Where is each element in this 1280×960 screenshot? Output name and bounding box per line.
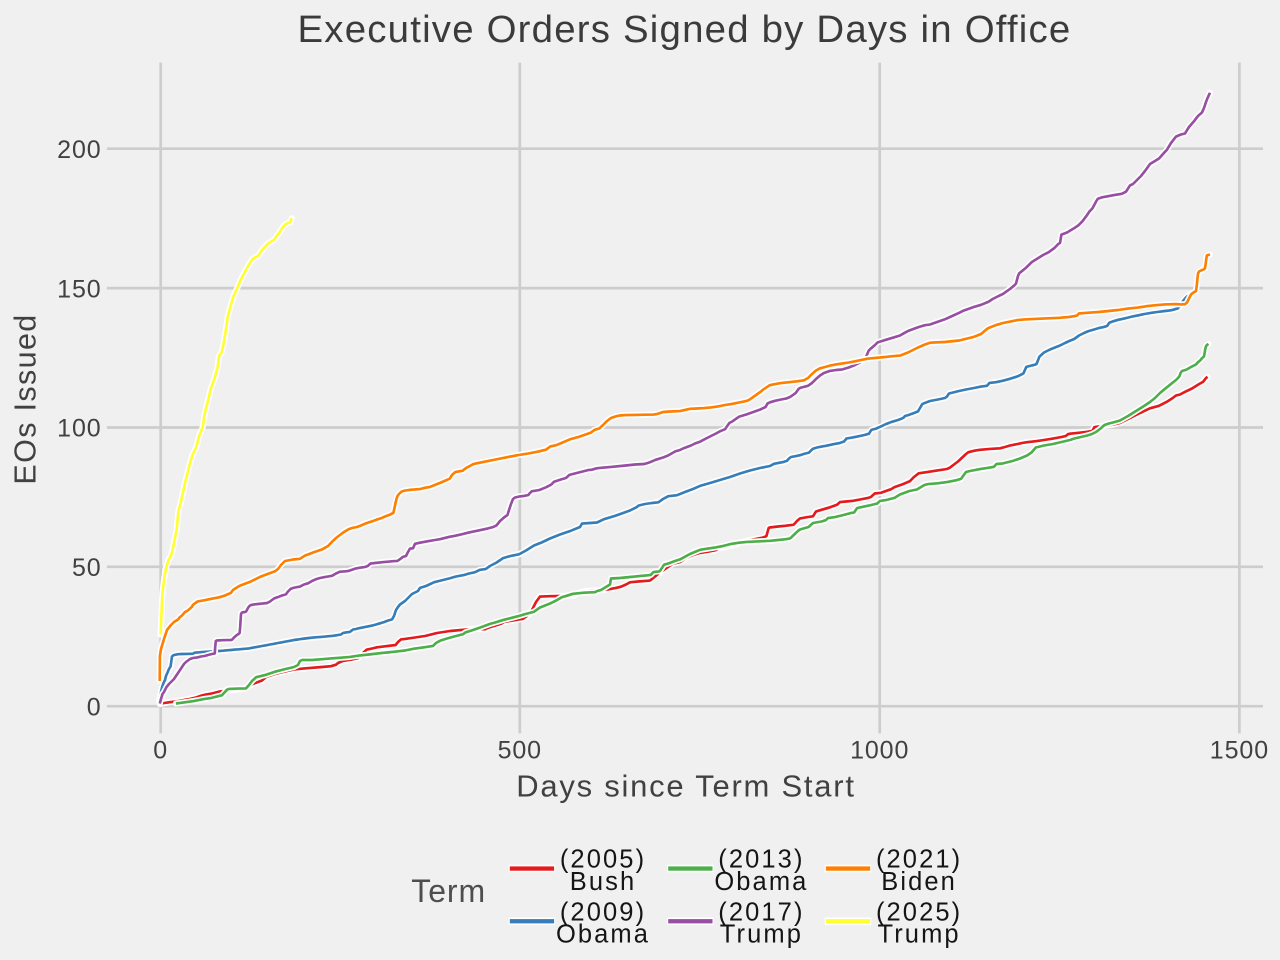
- svg-text:Trump: Trump: [877, 921, 960, 949]
- svg-text:Obama: Obama: [714, 868, 808, 896]
- svg-text:1500: 1500: [1210, 737, 1269, 765]
- svg-text:Term: Term: [411, 873, 486, 909]
- svg-text:(2009): (2009): [560, 898, 646, 926]
- svg-text:(2017): (2017): [718, 898, 804, 926]
- svg-text:50: 50: [72, 554, 102, 582]
- svg-text:Trump: Trump: [720, 921, 803, 949]
- svg-text:(2025): (2025): [876, 898, 962, 926]
- svg-text:(2005): (2005): [560, 846, 646, 874]
- svg-text:Executive Orders Signed by Day: Executive Orders Signed by Days in Offic…: [298, 8, 1072, 51]
- svg-text:Biden: Biden: [881, 868, 957, 896]
- svg-text:100: 100: [57, 415, 101, 443]
- svg-text:500: 500: [498, 737, 542, 765]
- svg-text:0: 0: [153, 737, 168, 765]
- svg-text:200: 200: [57, 136, 101, 164]
- svg-text:0: 0: [87, 693, 102, 721]
- svg-text:(2013): (2013): [718, 846, 804, 874]
- svg-text:EOs Issued: EOs Issued: [9, 313, 43, 484]
- svg-text:Days since Term Start: Days since Term Start: [516, 768, 855, 803]
- svg-text:150: 150: [57, 275, 101, 303]
- svg-text:Bush: Bush: [570, 868, 637, 896]
- svg-text:Obama: Obama: [556, 921, 650, 949]
- svg-text:1000: 1000: [850, 737, 909, 765]
- svg-text:(2021): (2021): [876, 846, 962, 874]
